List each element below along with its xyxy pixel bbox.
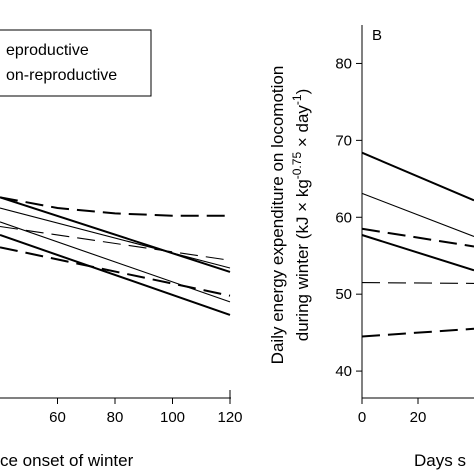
x-tick-label-b-20: 20 bbox=[410, 409, 427, 426]
panel-a-series-line-6 bbox=[0, 225, 231, 261]
panel-b-series-line-1 bbox=[361, 151, 474, 202]
x-axis-label-b: Days s bbox=[414, 451, 466, 470]
panel-b-series-line-2 bbox=[361, 192, 474, 238]
panel-a-series-line-1 bbox=[0, 196, 231, 273]
y-axis-label-line2: during winter (kJ × kg-0.75 × day-1) bbox=[290, 89, 312, 342]
x-tick-label-a-100: 100 bbox=[160, 409, 185, 426]
y-tick-label-b-50: 50 bbox=[335, 286, 352, 303]
panel-b-series-line-3 bbox=[361, 234, 474, 272]
panel-b: B 40 50 60 70 80 0 20 Days s Daily energy expendi… bbox=[268, 25, 474, 470]
panel-a-series-line-4 bbox=[0, 234, 231, 316]
panel-a-series-line-7 bbox=[0, 246, 231, 297]
panel-a-series-line-2 bbox=[0, 207, 231, 269]
legend-entry-non-reproductive: on-reproductive bbox=[6, 67, 117, 84]
y-tick-label-b-40: 40 bbox=[335, 363, 352, 380]
panel-a: eproductive on-reproductive 60 80 100 120 ce o… bbox=[0, 29, 243, 470]
x-tick-label-a-60: 60 bbox=[49, 409, 66, 426]
y-tick-label-b-80: 80 bbox=[335, 55, 352, 72]
x-tick-label-a-120: 120 bbox=[217, 409, 242, 426]
panel-b-series-line-4 bbox=[361, 227, 474, 248]
legend-box bbox=[0, 29, 152, 97]
panel-a-series-line-5 bbox=[0, 196, 230, 217]
panel-b-series-line-5 bbox=[361, 282, 474, 284]
panel-label-b: B bbox=[372, 27, 382, 44]
panel-b-series-line-6 bbox=[361, 327, 474, 338]
legend-entry-reproductive: eproductive bbox=[6, 42, 89, 59]
y-tick-label-b-70: 70 bbox=[335, 132, 352, 149]
y-axis-label-line1: Daily energy expenditure on locomotion bbox=[268, 66, 287, 365]
x-tick-label-a-80: 80 bbox=[107, 409, 124, 426]
x-tick-label-b-0: 0 bbox=[358, 409, 366, 426]
x-axis-label-a: ce onset of winter bbox=[0, 451, 134, 470]
y-tick-label-b-60: 60 bbox=[335, 209, 352, 226]
